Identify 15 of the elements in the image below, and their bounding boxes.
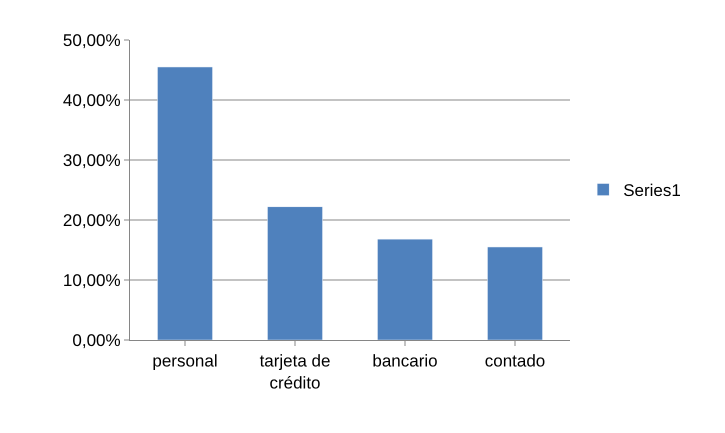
bar (487, 246, 543, 340)
legend-label: Series1 (623, 181, 681, 200)
x-tick-label: tarjeta de crédito (260, 351, 330, 392)
y-tick-label: 10,00% (62, 270, 121, 290)
y-tick-label: 30,00% (62, 150, 121, 170)
bar (157, 66, 213, 340)
y-tick-label: 20,00% (62, 210, 121, 230)
bar (267, 206, 323, 340)
y-tick-label: 0,00% (72, 330, 121, 350)
y-tick-label: 50,00% (62, 30, 121, 50)
x-tick-label: contado (484, 351, 546, 370)
x-tick-label: bancario (372, 351, 438, 370)
bar (377, 238, 433, 340)
y-tick-label: 40,00% (62, 90, 121, 110)
x-tick-label: personal (152, 351, 218, 370)
